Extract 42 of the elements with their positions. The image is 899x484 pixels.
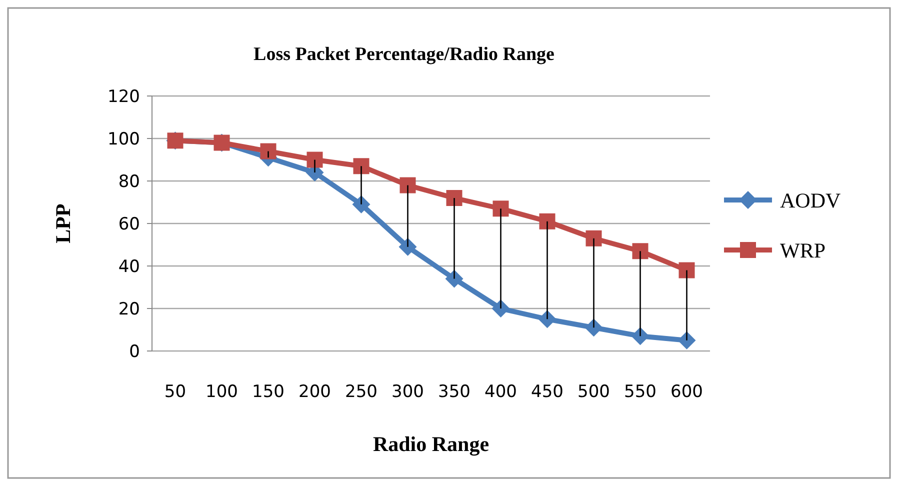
- point: [586, 230, 602, 246]
- y-tick-label: 0: [129, 342, 140, 362]
- x-tick-label: 400: [484, 382, 517, 402]
- y-tick-label: 120: [108, 86, 140, 107]
- point: [306, 152, 323, 168]
- point: [492, 200, 509, 217]
- y-tick-label: 60: [118, 214, 140, 234]
- point: [400, 177, 416, 194]
- x-tick-label: 50: [164, 382, 186, 402]
- x-tick-label: 350: [438, 382, 470, 402]
- y-axis-title: LPP: [51, 204, 75, 244]
- x-tick-label: 150: [252, 382, 284, 402]
- point: [632, 243, 648, 260]
- x-tick-label: 100: [206, 382, 238, 402]
- x-tick-label: 250: [345, 382, 378, 402]
- x-tick-label: 500: [578, 382, 610, 402]
- legend-label: AODV: [780, 188, 841, 212]
- point: [678, 262, 695, 278]
- legend-label: WRP: [780, 238, 826, 262]
- point: [353, 158, 370, 174]
- point: [260, 143, 276, 160]
- y-tick-label: 80: [118, 172, 140, 192]
- point: [584, 318, 603, 337]
- point: [678, 331, 696, 350]
- x-tick-label: 450: [531, 382, 564, 402]
- x-tick-label: 300: [392, 382, 424, 402]
- point: [352, 195, 370, 214]
- point: [631, 327, 650, 346]
- point: [492, 300, 510, 318]
- x-tick-label: 600: [670, 382, 703, 402]
- chart-title: Loss Packet Percentage/Radio Range: [254, 44, 554, 65]
- point: [398, 238, 417, 256]
- x-axis-title: Radio Range: [372, 432, 490, 456]
- y-tick-label: 20: [118, 299, 140, 320]
- x-tick-label: 550: [624, 382, 656, 402]
- y-tick-label: 40: [118, 256, 140, 277]
- x-tick-label: 200: [298, 382, 331, 402]
- y-tick-label: 100: [108, 129, 140, 150]
- point: [538, 310, 556, 328]
- point: [445, 270, 464, 288]
- point: [446, 190, 462, 206]
- point: [539, 213, 556, 230]
